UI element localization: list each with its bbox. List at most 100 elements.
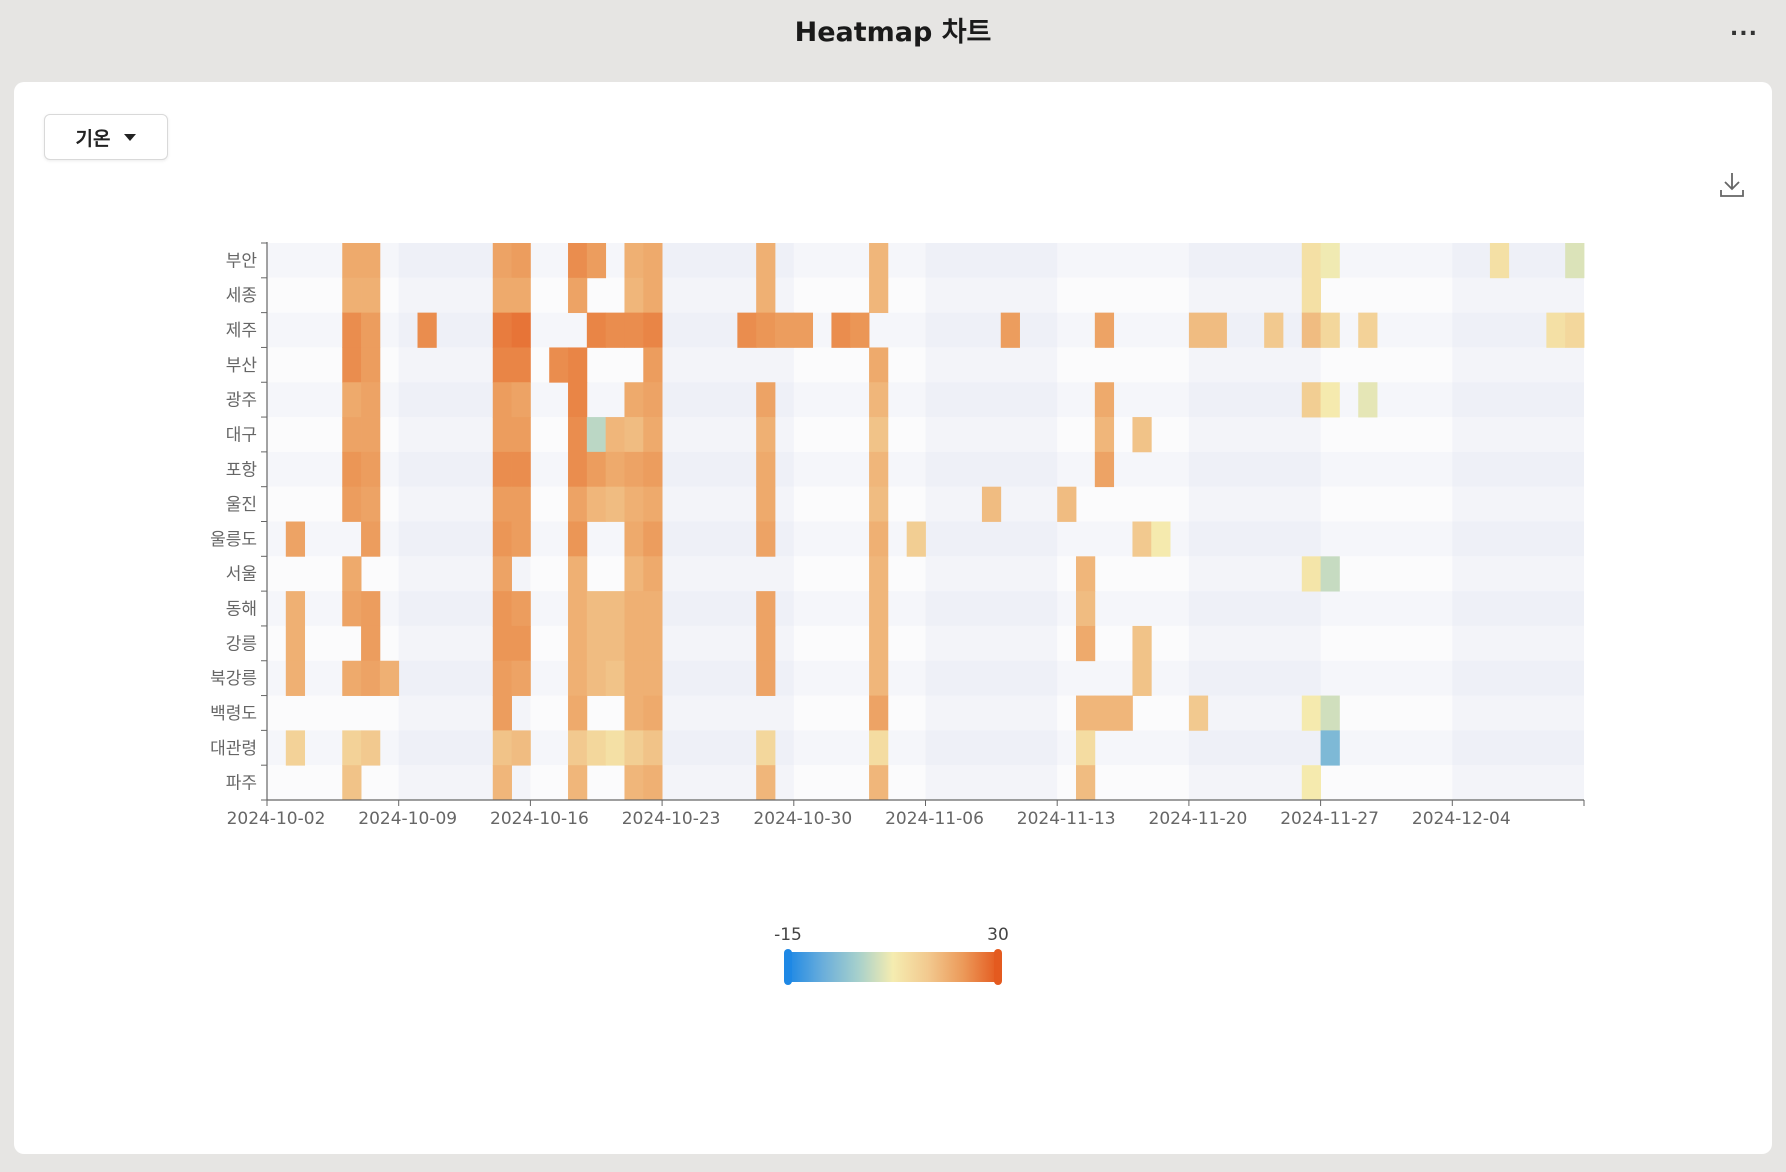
- heatmap-cell: [568, 486, 588, 522]
- heatmap-cell: [361, 451, 381, 488]
- heatmap-cell: [492, 451, 512, 488]
- heatmap-cell: [342, 556, 362, 592]
- heatmap-cell: [1076, 556, 1096, 592]
- heatmap-cell: [643, 243, 663, 279]
- page-title: Heatmap 차트: [794, 17, 992, 48]
- y-tick-label: 대구: [226, 425, 257, 445]
- heatmap-cell: [568, 591, 588, 627]
- heatmap-cell: [492, 556, 512, 592]
- heatmap-cell: [981, 486, 1002, 522]
- y-tick-label: 북강릉: [210, 669, 257, 689]
- heatmap-cell: [1076, 765, 1096, 801]
- heatmap-cell: [643, 486, 663, 522]
- heatmap-cell: [1094, 312, 1115, 348]
- heatmap-cell: [511, 486, 531, 522]
- heatmap-cell: [568, 277, 588, 314]
- row-band: [267, 660, 1584, 696]
- heatmap-cell: [285, 591, 306, 627]
- heatmap-cell: [624, 660, 644, 696]
- heatmap-cell: [1132, 625, 1152, 662]
- legend-gradient-bar: [788, 952, 998, 982]
- row-band: [267, 347, 1584, 383]
- heatmap-cell: [605, 417, 625, 453]
- heatmap-cell: [492, 591, 512, 627]
- heatmap-cell: [586, 660, 607, 696]
- heatmap-cell: [643, 556, 663, 592]
- heatmap-cell: [511, 660, 531, 696]
- heatmap-cell: [1151, 521, 1171, 557]
- heatmap-cell: [1320, 730, 1340, 766]
- x-tick-label: 2024-10-16: [490, 809, 589, 829]
- heatmap-cell: [624, 591, 644, 627]
- heatmap-cell: [643, 765, 663, 801]
- heatmap-cell: [342, 382, 362, 418]
- metric-select[interactable]: 기온: [44, 114, 168, 160]
- heatmap-cell: [568, 660, 588, 696]
- heatmap-cell: [568, 243, 588, 279]
- y-tick-label: 동해: [226, 600, 257, 620]
- heatmap-cell: [1565, 312, 1585, 348]
- heatmap-cell: [624, 765, 644, 801]
- heatmap-cell: [756, 521, 776, 557]
- chevron-down-icon: [124, 133, 137, 141]
- heatmap-cell: [605, 312, 625, 348]
- download-icon[interactable]: [1718, 170, 1746, 200]
- heatmap-cell: [361, 417, 381, 453]
- heatmap-cell: [869, 417, 889, 453]
- heatmap-cell: [756, 417, 776, 453]
- heatmap-cell: [605, 730, 625, 766]
- heatmap-cell: [869, 591, 889, 627]
- heatmap-cell: [568, 730, 588, 766]
- heatmap-cell: [624, 625, 644, 662]
- y-tick-label: 울릉도: [210, 530, 257, 550]
- heatmap-cell: [624, 486, 644, 522]
- heatmap-cell: [624, 730, 644, 766]
- heatmap-cell: [869, 451, 889, 488]
- legend-min-handle: [784, 949, 792, 985]
- legend-max-handle: [994, 949, 1002, 985]
- heatmap-cell: [869, 486, 889, 522]
- heatmap-cell: [756, 660, 776, 696]
- heatmap-cell: [342, 312, 362, 348]
- heatmap-cell: [643, 660, 663, 696]
- heatmap-cell: [1301, 243, 1321, 279]
- heatmap-cell: [1132, 521, 1152, 557]
- heatmap-cell: [492, 347, 512, 383]
- heatmap-cell: [605, 591, 625, 627]
- heatmap-cell: [586, 625, 607, 662]
- row-band: [267, 417, 1584, 452]
- heatmap-cell: [605, 451, 625, 488]
- heatmap-cell: [568, 417, 588, 453]
- heatmap-cell: [492, 382, 512, 418]
- heatmap-cell: [624, 312, 644, 348]
- heatmap-cell: [1000, 312, 1020, 348]
- heatmap-cell: [1094, 451, 1115, 488]
- heatmap-cell: [756, 382, 776, 418]
- heatmap-cell: [492, 695, 512, 731]
- heatmap-cell: [869, 382, 889, 418]
- heatmap-cell: [342, 243, 362, 279]
- heatmap-cell: [756, 486, 776, 522]
- heatmap-cell: [869, 277, 889, 314]
- heatmap-cell: [1301, 277, 1321, 314]
- heatmap-cell: [756, 277, 776, 314]
- y-tick-label: 제주: [226, 321, 257, 341]
- heatmap-cell: [1546, 312, 1566, 348]
- heatmap-cell: [511, 382, 531, 418]
- heatmap-cell: [643, 277, 663, 314]
- heatmap-cell: [1320, 382, 1340, 418]
- heatmap-cell: [568, 451, 588, 488]
- heatmap-cell: [624, 521, 644, 557]
- heatmap-cell: [492, 660, 512, 696]
- heatmap-cell: [1565, 243, 1585, 279]
- more-options-button[interactable]: ...: [1729, 16, 1758, 41]
- x-tick-label: 2024-11-27: [1280, 809, 1379, 829]
- x-tick-label: 2024-10-23: [622, 809, 721, 829]
- heatmap-cell: [511, 417, 531, 453]
- x-tick-label: 2024-10-02: [227, 809, 326, 829]
- heatmap-cell: [1489, 243, 1510, 279]
- heatmap-cell: [756, 451, 776, 488]
- heatmap-cell: [643, 382, 663, 418]
- heatmap-cell: [492, 243, 512, 279]
- heatmap-cell: [342, 451, 362, 488]
